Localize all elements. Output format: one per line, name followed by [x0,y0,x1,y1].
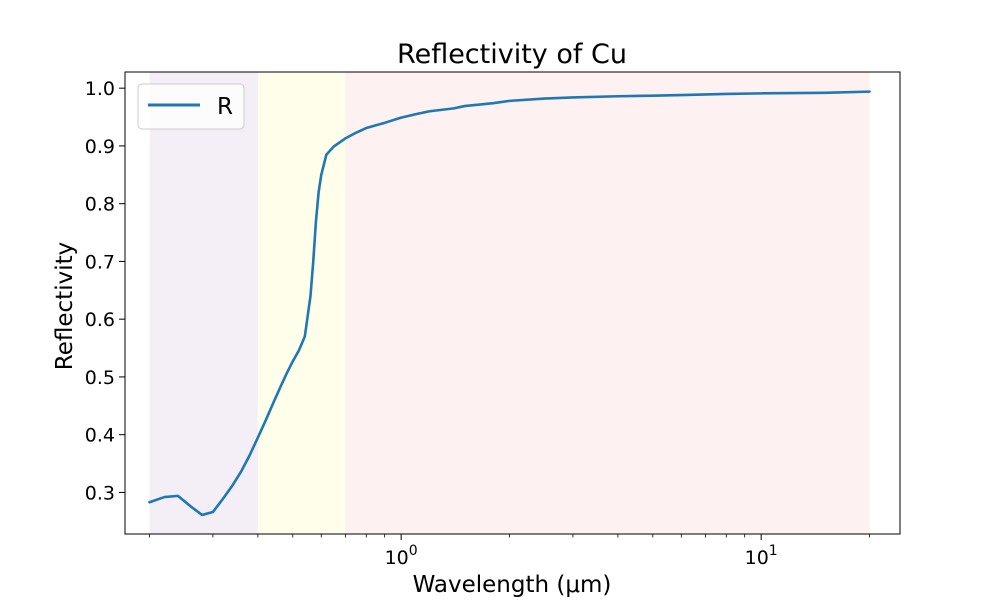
y-axis-label: Reflectivity [52,242,78,370]
y-tick-label: 0.8 [85,194,115,216]
x-axis: 100 101 [149,534,870,569]
shaded-regions [149,72,870,534]
x-tick-label: 100 [385,543,418,569]
y-tick-label: 0.7 [85,251,115,273]
chart-title: Reflectivity of Cu [397,39,627,70]
series-line-r [148,90,871,517]
y-tick-label: 1.0 [85,78,115,100]
shaded-region-2 [257,72,346,534]
series-layer [148,90,871,517]
y-tick-label: 0.5 [85,367,115,389]
y-tick-label: 0.4 [85,425,115,447]
y-tick-label: 0.9 [85,136,115,158]
x-tick-label: 101 [745,543,778,569]
legend-label-r: R [217,94,233,120]
shaded-region-1 [149,72,258,534]
y-tick-label: 0.6 [85,309,115,331]
plot-area [124,71,901,535]
axes-frame [124,71,901,535]
y-tick-label: 0.3 [85,482,115,504]
y-axis: 0.3 0.4 0.5 0.6 0.7 0.8 0.9 1.0 [85,78,125,504]
x-axis-label: Wavelength (μm) [413,572,612,598]
shaded-region-3 [345,72,870,534]
legend: R [137,83,245,130]
